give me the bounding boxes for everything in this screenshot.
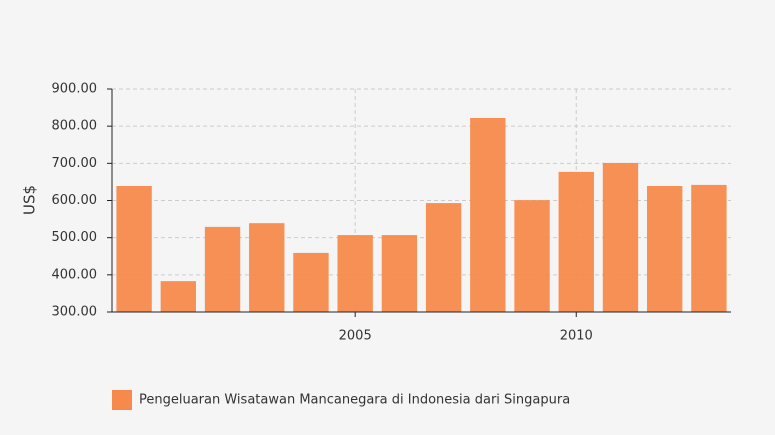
y-tick-label: 400.00 <box>52 267 98 282</box>
bar <box>160 281 197 312</box>
bar <box>337 235 373 312</box>
bar <box>116 186 152 312</box>
x-tick-label: 2005 <box>339 329 372 344</box>
legend-label: Pengeluaran Wisatawan Mancanegara di Ind… <box>139 393 570 408</box>
bar <box>602 162 639 312</box>
y-axis-label: US$ <box>21 185 39 215</box>
y-tick-label: 800.00 <box>52 119 98 134</box>
y-tick-label: 300.00 <box>52 305 98 320</box>
bar <box>249 223 285 312</box>
y-tick-label: 700.00 <box>52 156 98 171</box>
bar <box>470 117 506 313</box>
y-tick-label: 900.00 <box>52 82 98 97</box>
y-tick-label: 500.00 <box>52 230 98 245</box>
bar <box>514 200 550 312</box>
bar <box>646 186 683 312</box>
bar <box>558 171 594 312</box>
y-tick-label: 600.00 <box>52 193 98 208</box>
bar <box>691 184 727 312</box>
bar <box>204 226 241 312</box>
bar <box>381 235 418 312</box>
x-tick-label: 2010 <box>560 329 593 344</box>
bar <box>425 203 462 312</box>
bar <box>293 252 329 312</box>
legend-swatch <box>112 390 132 410</box>
